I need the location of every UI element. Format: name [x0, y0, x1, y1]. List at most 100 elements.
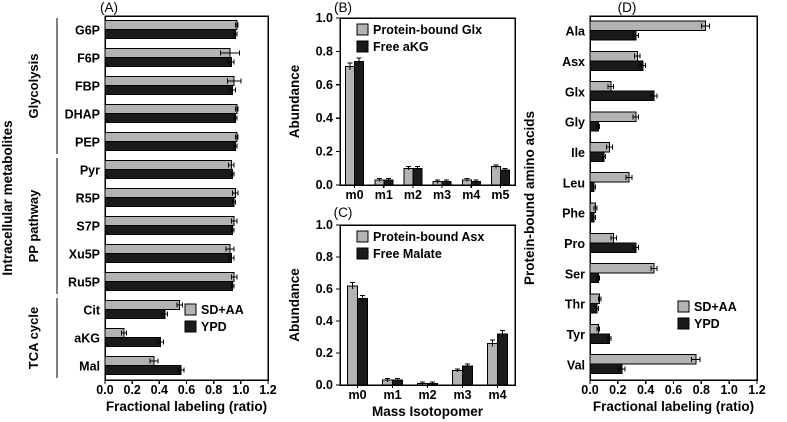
category-label: Phe — [562, 207, 585, 221]
bar — [452, 370, 463, 386]
y-tick-label: 0.6 — [316, 78, 333, 92]
x-tick-label: 0.6 — [178, 383, 195, 397]
x-tick-label: m1 — [383, 388, 401, 402]
bar — [104, 76, 235, 86]
legend-swatch — [356, 247, 369, 260]
bar — [104, 272, 235, 282]
category-label: Ala — [566, 25, 587, 39]
bar — [104, 337, 162, 347]
x-tick-label: 0.2 — [609, 383, 626, 397]
bar — [104, 356, 155, 366]
category-label: Gly — [565, 116, 585, 130]
category-label: aKG — [74, 332, 100, 346]
y-tick-label: 0.0 — [316, 178, 333, 192]
bar — [589, 151, 605, 162]
bar — [589, 90, 655, 102]
group-label: TCA cycle — [26, 307, 41, 369]
y-tick-label: 1.0 — [316, 218, 333, 232]
x-tick-label: m0 — [348, 388, 366, 402]
x-tick-label: m2 — [404, 188, 422, 202]
category-label: F6P — [77, 52, 100, 66]
x-axis-title: Mass Isotopomer — [372, 404, 484, 419]
bar — [104, 309, 166, 319]
legend-label: YPD — [694, 317, 720, 331]
panel-c-isotopomer-chart: m0 m1 m2 m3 m4 0.0 0.2 0.4 0.6 0.8 1.0 Mass Isotopo… — [287, 205, 516, 419]
x-axis-title: Fractional labeling (ratio) — [593, 399, 754, 414]
panel-letter: (C) — [334, 205, 353, 220]
x-tick-label: 0.4 — [151, 383, 168, 397]
bar — [589, 111, 637, 122]
group-label: PP pathway — [26, 189, 41, 263]
y-tick-label: 0.2 — [316, 346, 333, 360]
bar — [104, 253, 232, 263]
category-label: PEP — [75, 136, 100, 150]
x-tick-label: 0.8 — [693, 383, 710, 397]
legend-swatch — [184, 320, 197, 333]
bar — [104, 160, 232, 170]
category-label: R5P — [76, 192, 100, 206]
x-tick-label: 1.2 — [259, 383, 276, 397]
bar — [497, 333, 508, 386]
x-tick-label: 1.0 — [232, 383, 249, 397]
bar — [403, 167, 414, 186]
category-label: DHAP — [65, 108, 100, 122]
category-label: S7P — [76, 220, 100, 234]
legend-swatch — [184, 303, 197, 316]
x-tick-label: 0.6 — [665, 383, 682, 397]
bar — [490, 166, 501, 186]
legend-label: Protein-bound Glx — [373, 23, 482, 37]
x-tick-label: 0.0 — [581, 383, 598, 397]
category-label: Thr — [565, 298, 585, 312]
legend-swatch — [356, 40, 369, 53]
bar — [354, 60, 365, 186]
panel-letter: (A) — [100, 0, 118, 15]
x-tick-label: m2 — [418, 388, 436, 402]
legend-label: Protein-bound Asx — [373, 230, 484, 244]
category-label: Ile — [571, 146, 585, 160]
legend-swatch — [677, 300, 690, 313]
bar — [104, 57, 232, 67]
category-label: Mal — [79, 360, 100, 374]
panel-a-metabolites-chart: G6P F6P FBP DHAP PEP Pyr R5P S7P Xu5P Ru5P Cit aKG M… — [0, 0, 277, 414]
y-tick-label: 0.6 — [316, 282, 333, 296]
bar — [104, 281, 234, 291]
x-tick-label: m3 — [433, 188, 451, 202]
bar — [589, 172, 630, 183]
bar — [104, 20, 238, 30]
y-axis-title: Protein-bound amino acids — [522, 111, 537, 285]
bar — [104, 365, 182, 375]
legend-label: Free Malate — [373, 247, 442, 261]
bar — [462, 365, 473, 386]
y-axis-title: Abundance — [287, 268, 302, 342]
bar — [589, 333, 610, 344]
category-label: Pro — [564, 237, 585, 251]
bar — [104, 225, 234, 235]
bar — [589, 30, 637, 41]
bar — [104, 169, 234, 179]
bar — [357, 298, 368, 386]
category-label: Leu — [563, 176, 585, 190]
y-tick-label: 0.2 — [316, 145, 333, 159]
x-axis-title: Fractional labeling (ratio) — [106, 399, 267, 414]
bar — [589, 50, 638, 62]
x-tick-label: m4 — [488, 388, 506, 402]
bar — [589, 232, 615, 244]
panel-letter: (D) — [618, 0, 637, 15]
y-tick-label: 0.8 — [316, 44, 333, 58]
category-label: G6P — [75, 24, 100, 38]
bar — [104, 29, 236, 39]
bar — [104, 216, 235, 226]
category-label: Cit — [83, 304, 101, 318]
bar — [104, 188, 236, 198]
y-tick-label: 1.0 — [316, 11, 333, 25]
bar — [589, 354, 697, 365]
y-tick-label: 0.8 — [316, 250, 333, 264]
bar — [104, 300, 181, 310]
bar — [104, 141, 236, 151]
bar — [345, 65, 356, 186]
category-label: Glx — [565, 85, 585, 99]
plot-frame — [339, 17, 516, 186]
bar — [104, 197, 235, 207]
x-tick-label: 0.2 — [123, 383, 140, 397]
